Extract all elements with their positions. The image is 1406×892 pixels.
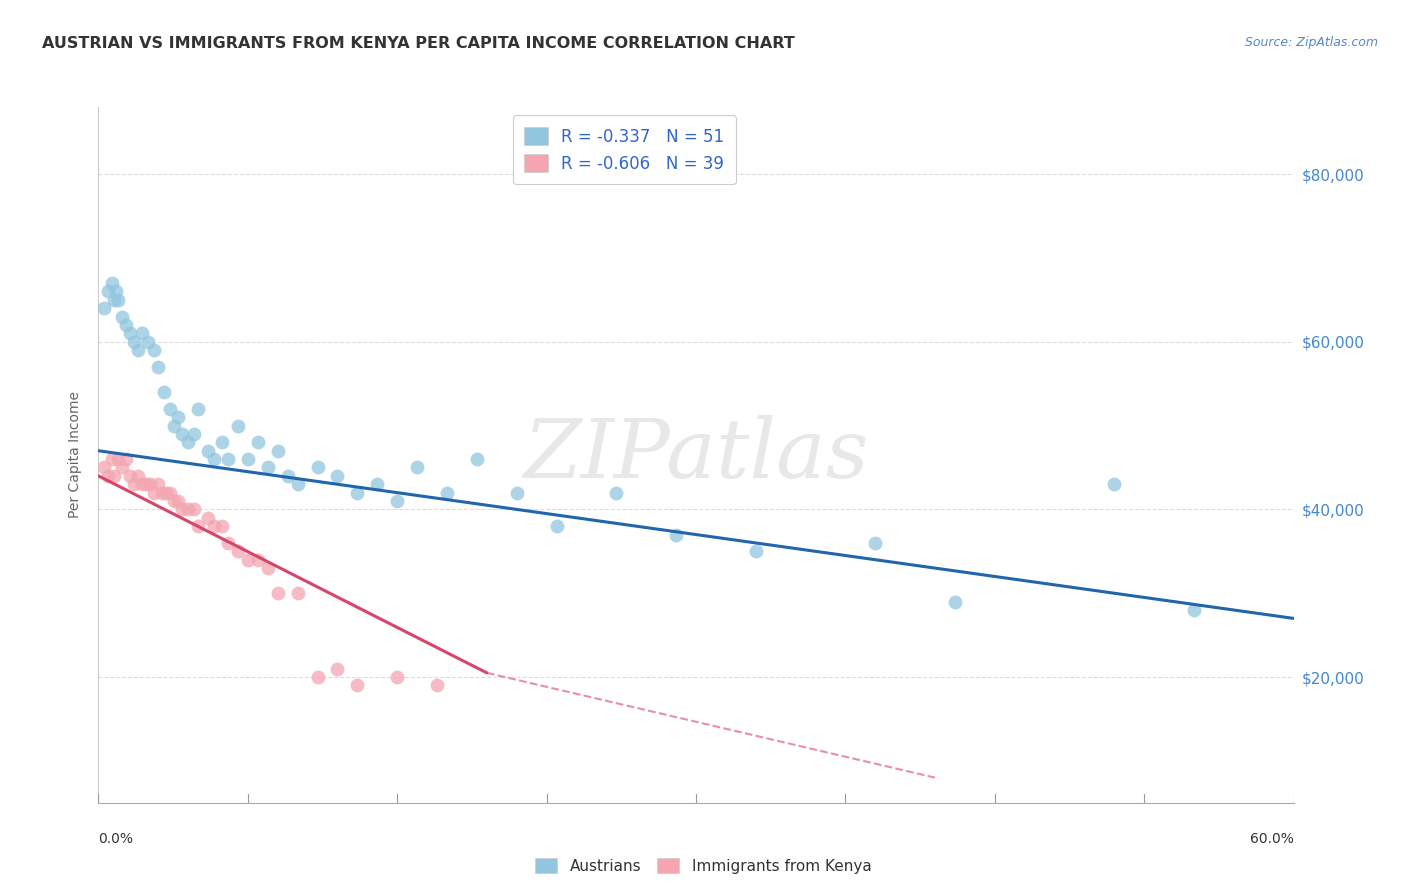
Austrians <box>246 435 269 450</box>
Text: 0.0%: 0.0% <box>98 832 134 847</box>
Immigrants from Kenya <box>135 477 157 491</box>
Austrians <box>465 452 488 467</box>
Austrians <box>105 285 128 299</box>
Austrians <box>436 485 458 500</box>
Immigrants from Kenya <box>236 552 259 566</box>
Austrians <box>159 401 181 416</box>
Text: 60.0%: 60.0% <box>1250 832 1294 847</box>
Austrians <box>148 359 170 374</box>
Austrians <box>385 494 409 508</box>
Austrians <box>127 343 149 358</box>
Immigrants from Kenya <box>127 468 149 483</box>
Immigrants from Kenya <box>202 519 225 533</box>
Immigrants from Kenya <box>177 502 200 516</box>
Immigrants from Kenya <box>93 460 115 475</box>
Austrians <box>745 544 768 558</box>
Immigrants from Kenya <box>385 670 409 684</box>
Austrians <box>103 293 125 307</box>
Immigrants from Kenya <box>103 468 125 483</box>
Immigrants from Kenya <box>211 519 233 533</box>
Austrians <box>226 418 249 433</box>
Immigrants from Kenya <box>163 494 186 508</box>
Immigrants from Kenya <box>217 536 239 550</box>
Austrians <box>326 468 349 483</box>
Immigrants from Kenya <box>167 494 190 508</box>
Austrians <box>211 435 233 450</box>
Austrians <box>136 334 159 349</box>
Immigrants from Kenya <box>226 544 249 558</box>
Immigrants from Kenya <box>346 678 368 692</box>
Austrians <box>97 285 120 299</box>
Immigrants from Kenya <box>107 452 129 467</box>
Y-axis label: Per Capita Income: Per Capita Income <box>69 392 83 518</box>
Immigrants from Kenya <box>307 670 329 684</box>
Austrians <box>163 418 186 433</box>
Immigrants from Kenya <box>101 452 124 467</box>
Immigrants from Kenya <box>256 561 278 575</box>
Austrians <box>124 334 146 349</box>
Austrians <box>546 519 568 533</box>
Austrians <box>143 343 166 358</box>
Text: AUSTRIAN VS IMMIGRANTS FROM KENYA PER CAPITA INCOME CORRELATION CHART: AUSTRIAN VS IMMIGRANTS FROM KENYA PER CA… <box>42 36 794 51</box>
Austrians <box>665 527 688 541</box>
Immigrants from Kenya <box>287 586 309 600</box>
Austrians <box>1182 603 1205 617</box>
Austrians <box>236 452 259 467</box>
Austrians <box>120 326 142 341</box>
Immigrants from Kenya <box>97 468 120 483</box>
Austrians <box>172 427 194 442</box>
Immigrants from Kenya <box>139 477 162 491</box>
Legend: Austrians, Immigrants from Kenya: Austrians, Immigrants from Kenya <box>529 852 877 880</box>
Immigrants from Kenya <box>124 477 146 491</box>
Immigrants from Kenya <box>326 662 349 676</box>
Immigrants from Kenya <box>150 485 173 500</box>
Austrians <box>115 318 138 332</box>
Text: ZIPatlas: ZIPatlas <box>523 415 869 495</box>
Immigrants from Kenya <box>159 485 181 500</box>
Immigrants from Kenya <box>148 477 170 491</box>
Immigrants from Kenya <box>183 502 205 516</box>
Immigrants from Kenya <box>267 586 290 600</box>
Immigrants from Kenya <box>115 452 138 467</box>
Immigrants from Kenya <box>131 477 153 491</box>
Austrians <box>506 485 529 500</box>
Immigrants from Kenya <box>172 502 194 516</box>
Austrians <box>131 326 153 341</box>
Immigrants from Kenya <box>155 485 177 500</box>
Immigrants from Kenya <box>187 519 209 533</box>
Immigrants from Kenya <box>120 468 142 483</box>
Austrians <box>217 452 239 467</box>
Austrians <box>167 410 190 425</box>
Austrians <box>943 594 966 608</box>
Austrians <box>277 468 299 483</box>
Austrians <box>107 293 129 307</box>
Austrians <box>307 460 329 475</box>
Austrians <box>863 536 887 550</box>
Austrians <box>153 385 176 400</box>
Austrians <box>406 460 429 475</box>
Austrians <box>202 452 225 467</box>
Immigrants from Kenya <box>246 552 269 566</box>
Austrians <box>605 485 627 500</box>
Austrians <box>197 443 219 458</box>
Austrians <box>366 477 388 491</box>
Austrians <box>287 477 309 491</box>
Immigrants from Kenya <box>426 678 449 692</box>
Austrians <box>346 485 368 500</box>
Text: Source: ZipAtlas.com: Source: ZipAtlas.com <box>1244 36 1378 49</box>
Austrians <box>1102 477 1125 491</box>
Austrians <box>256 460 278 475</box>
Immigrants from Kenya <box>143 485 166 500</box>
Legend: R = -0.337   N = 51, R = -0.606   N = 39: R = -0.337 N = 51, R = -0.606 N = 39 <box>513 115 735 185</box>
Austrians <box>93 301 115 316</box>
Austrians <box>101 276 124 290</box>
Immigrants from Kenya <box>111 460 134 475</box>
Immigrants from Kenya <box>197 510 219 524</box>
Austrians <box>111 310 134 324</box>
Austrians <box>187 401 209 416</box>
Austrians <box>267 443 290 458</box>
Austrians <box>177 435 200 450</box>
Austrians <box>183 427 205 442</box>
